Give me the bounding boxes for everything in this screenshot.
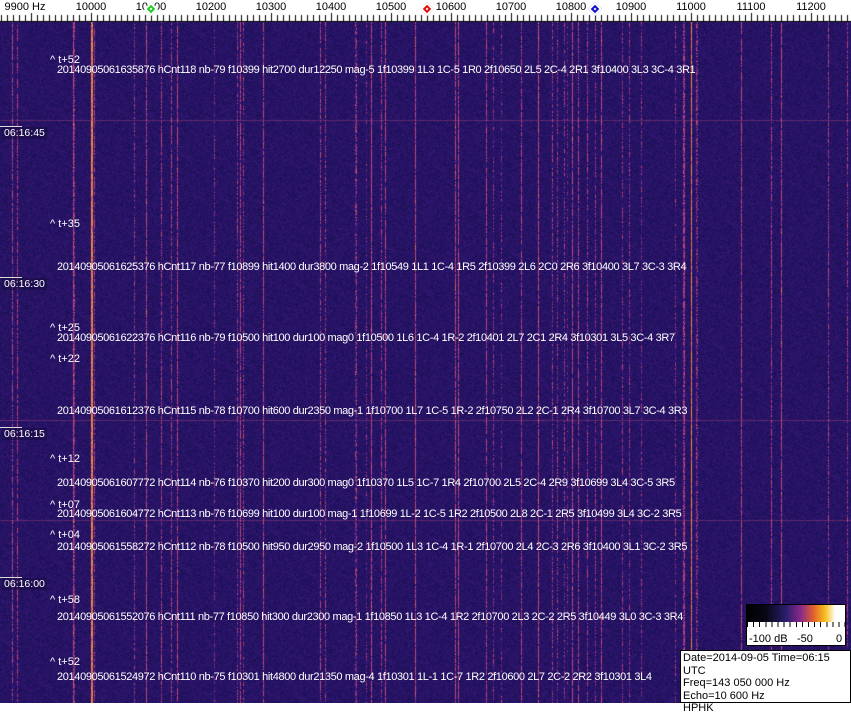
time-tick [0, 427, 22, 428]
frequency-label: 10300 [255, 1, 287, 13]
time-offset: ^ t+12 [50, 453, 80, 465]
event-line: 20140905061622376 hCnt116 nb-79 f10500 h… [57, 332, 675, 344]
time-label: 06:16:15 [2, 428, 47, 440]
event-line: 20140905061552076 hCnt111 nb-77 f10850 h… [57, 611, 683, 623]
time-tick [0, 126, 22, 127]
frequency-label: 10400 [315, 1, 347, 13]
colorbar-gradient [747, 605, 845, 622]
frequency-label: 10800 [555, 1, 587, 13]
frequency-label: 11000 [676, 1, 706, 13]
colorbar-label-mid: -50 [797, 633, 813, 645]
colorbar-legend: -100 dB -50 0 [746, 604, 846, 646]
time-offset: ^ t+07 [50, 499, 80, 511]
time-tick [0, 277, 22, 278]
colorbar-ticks [747, 622, 845, 627]
time-offset: ^ t+52 [50, 656, 80, 668]
time-label: 06:16:30 [2, 278, 47, 290]
time-tick [0, 577, 22, 578]
frequency-label: 10900 [615, 1, 647, 13]
frequency-label: 9900 Hz [4, 1, 46, 13]
time-offset: ^ t+58 [50, 594, 80, 606]
time-label: 06:16:00 [2, 578, 47, 590]
event-line: 20140905061612376 hCnt115 nb-78 f10700 h… [57, 405, 688, 417]
frequency-label: 10500 [375, 1, 407, 13]
frequency-axis: 9900 Hz100001010010200103001040010500106… [0, 0, 851, 22]
event-line: 20140905061625376 hCnt117 nb-77 f10899 h… [57, 261, 687, 273]
event-line: 20140905061604772 hCnt113 nb-76 f10699 h… [57, 508, 682, 520]
info-box: Date=2014-09-05 Time=06:15 UTC Freq=143 … [680, 650, 851, 714]
frequency-label: 10600 [435, 1, 467, 13]
event-line: 20140905061524972 hCnt110 nb-75 f10301 h… [57, 671, 652, 683]
info-echo: Echo=10 600 Hz [683, 689, 765, 702]
time-offset: ^ t+52 [50, 54, 80, 66]
event-line: 20140905061635876 hCnt118 nb-79 f10399 h… [57, 64, 696, 76]
event-line: 20140905061558272 hCnt112 nb-78 f10500 h… [57, 541, 688, 553]
time-offset: ^ t+22 [50, 353, 80, 365]
event-line: 20140905061607772 hCnt114 nb-76 f10370 h… [57, 477, 675, 489]
time-offset: ^ t+25 [50, 322, 80, 334]
time-offset: ^ t+35 [50, 218, 80, 230]
colorbar-label-min: -100 dB [749, 633, 788, 645]
time-label: 06:16:45 [2, 127, 47, 139]
info-station: HPHK [683, 702, 714, 714]
info-frequency: Freq=143 050 000 Hz [683, 677, 790, 689]
frequency-label: 10000 [75, 1, 107, 13]
time-offset: ^ t+04 [50, 529, 80, 541]
frequency-label: 10700 [495, 1, 527, 13]
frequency-label: 11200 [796, 1, 826, 13]
waterfall-spectrogram[interactable] [0, 22, 851, 703]
frequency-label: 11100 [736, 1, 766, 13]
frequency-label: 10200 [195, 1, 227, 13]
colorbar-label-max: 0 [836, 633, 843, 645]
info-datetime: Date=2014-09-05 Time=06:15 UTC [683, 652, 830, 677]
